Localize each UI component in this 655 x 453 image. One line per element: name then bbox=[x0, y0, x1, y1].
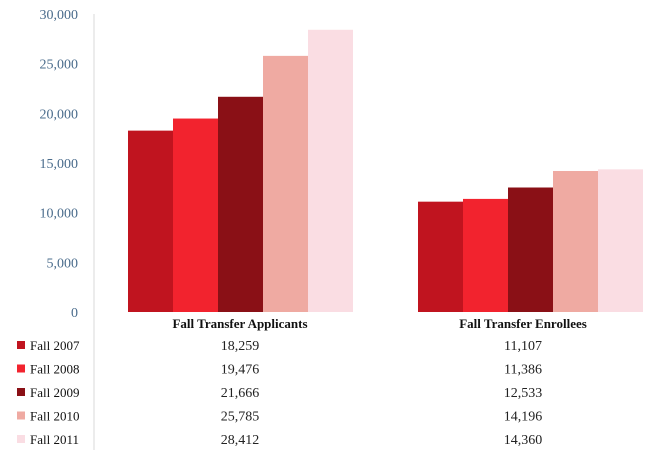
data-cell: 11,386 bbox=[504, 363, 542, 378]
data-cell: 19,476 bbox=[221, 363, 260, 378]
y-tick-label: 30,000 bbox=[40, 8, 79, 23]
bar-3-1 bbox=[218, 96, 263, 313]
legend-label: Fall 2008 bbox=[30, 362, 79, 377]
data-cell: 12,533 bbox=[504, 386, 543, 401]
bar-3-2 bbox=[508, 187, 553, 312]
data-cell: 11,107 bbox=[504, 339, 542, 354]
bar-1-1 bbox=[128, 130, 173, 312]
legend-label: Fall 2011 bbox=[30, 432, 79, 447]
legend-swatch bbox=[17, 411, 25, 420]
category-label: Fall Transfer Applicants bbox=[172, 316, 307, 331]
data-cell: 14,196 bbox=[504, 410, 543, 425]
y-tick-label: 25,000 bbox=[40, 58, 79, 73]
data-cell: 21,666 bbox=[221, 386, 260, 401]
legend-label: Fall 2007 bbox=[30, 338, 80, 353]
bar-4-1 bbox=[263, 55, 308, 313]
y-tick-label: 10,000 bbox=[40, 207, 79, 222]
bar-1-2 bbox=[418, 201, 463, 312]
y-tick-label: 5,000 bbox=[47, 256, 79, 271]
bar-5-1 bbox=[308, 29, 353, 312]
legend-swatch bbox=[17, 435, 25, 443]
bar-5-2 bbox=[598, 169, 643, 312]
legend-swatch bbox=[17, 388, 25, 396]
y-tick-label: 15,000 bbox=[40, 157, 79, 172]
bar-2-2 bbox=[463, 198, 508, 312]
bar-4-2 bbox=[553, 170, 598, 312]
legend-label: Fall 2009 bbox=[30, 385, 79, 400]
bar-2-1 bbox=[173, 118, 218, 313]
data-cell: 18,259 bbox=[221, 339, 260, 354]
data-cell: 25,785 bbox=[221, 410, 260, 425]
y-tick-label: 20,000 bbox=[40, 107, 79, 122]
legend-swatch bbox=[17, 341, 25, 349]
legend-label: Fall 2010 bbox=[30, 409, 79, 424]
data-cell: 28,412 bbox=[221, 433, 260, 448]
category-label: Fall Transfer Enrollees bbox=[459, 316, 587, 331]
data-cell: 14,360 bbox=[504, 433, 543, 448]
y-tick-label: 0 bbox=[71, 306, 78, 321]
legend-swatch bbox=[17, 364, 25, 373]
